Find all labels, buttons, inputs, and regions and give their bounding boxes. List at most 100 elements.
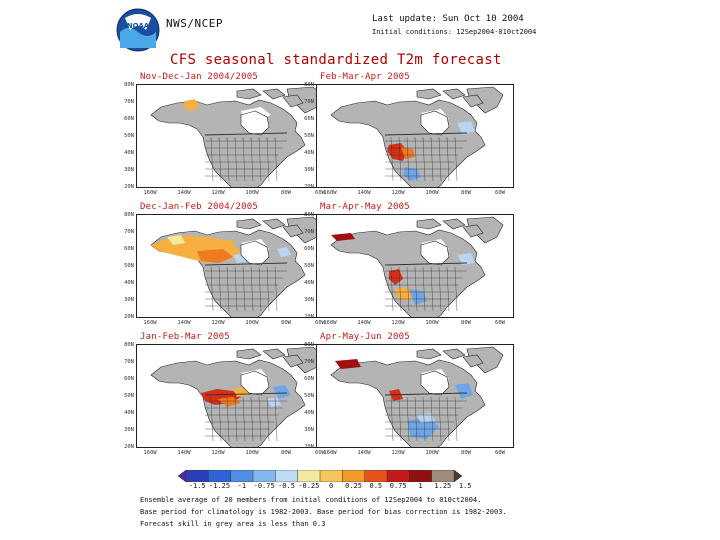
arctic-island [236,348,262,360]
colorbar-tick-label: -0.75 [253,482,275,490]
longitude-label: 140W [177,450,191,456]
state-boundary [422,396,426,442]
colorbar-segment [178,470,187,482]
longitude-label: 100W [425,320,439,326]
longitude-label: 140W [357,320,371,326]
state-boundary [274,136,278,182]
anomaly-region [183,99,199,111]
state-boundary [258,266,262,312]
colorbar-tick-label: 0 [329,482,334,490]
state-boundary [422,136,426,182]
latitude-label: 40N [304,280,314,286]
arctic-island [442,88,466,100]
hudson-bay [420,370,450,396]
hudson-bay [420,110,450,136]
longitude-label: 140W [357,190,371,196]
latitude-label: 30N [304,427,314,433]
latitude-label: 80N [304,212,314,218]
anomaly-region [197,249,233,263]
colorbar-segment [386,470,411,482]
longitude-label: 160W [143,190,157,196]
longitude-label: 100W [425,190,439,196]
north-america-map [330,346,504,447]
latitude-label: 20N [304,314,314,320]
state-boundary [250,396,254,442]
north-america-map [150,86,324,187]
state-boundary [446,136,450,182]
state-boundary [398,136,402,182]
anomaly-region [455,383,473,399]
arctic-island [282,224,304,238]
anomaly-region [267,397,281,407]
map-frame [316,84,514,188]
state-boundary [234,396,238,442]
state-boundary [430,266,434,312]
longitude-label: 160W [143,320,157,326]
latitude-label: 60N [124,376,134,382]
longitude-label: 120W [211,450,225,456]
longitude-label: 120W [391,320,405,326]
state-boundary [274,266,278,312]
longitude-axis: 160W 140W 120W 100W 80W 60W [316,450,514,458]
map-panel: Jan-Feb-Mar 2005 80N 70N 60N 50N 40N 30N 20N 160… [124,332,334,462]
boundary-lines [204,392,288,442]
state-boundary [430,396,434,442]
us-canada-border [384,392,468,396]
land-mass [330,229,486,317]
latitude-label: 20N [304,444,314,450]
state-boundary [218,396,222,442]
colorbar-tick-label: -0.25 [298,482,320,490]
panel-title: Dec-Jan-Feb 2004/2005 [140,202,258,212]
map-panel: Mar-Apr-May 2005 80N 70N 60N 50N 40N 30N 20N 160… [304,202,514,332]
anomaly-region [409,289,427,305]
longitude-label: 160W [323,320,337,326]
longitude-label: 80W [461,320,471,326]
latitude-label: 20N [304,184,314,190]
longitude-label: 160W [323,190,337,196]
noaa-logo-text: NOAA [127,22,150,30]
colorbar-tick-label: -0.5 [278,482,295,490]
state-boundary [422,266,426,312]
latitude-label: 60N [304,246,314,252]
latitude-label: 20N [124,184,134,190]
latitude-label: 70N [304,359,314,365]
state-boundary [390,396,394,442]
latitude-label: 40N [304,410,314,416]
latitude-label: 40N [124,280,134,286]
latitude-label: 50N [124,263,134,269]
latitude-label: 70N [304,99,314,105]
longitude-axis: 160W 140W 120W 100W 80W 60W [316,190,514,198]
us-canada-border [204,132,288,136]
longitude-label: 120W [391,450,405,456]
latitude-label: 40N [304,150,314,156]
longitude-label: 140W [177,190,191,196]
longitude-label: 80W [281,320,291,326]
latitude-label: 60N [304,376,314,382]
north-america-map [330,216,504,317]
north-america-map [330,86,504,187]
state-boundary [218,136,222,182]
arctic-island [236,218,262,230]
us-canada-border [204,392,288,396]
anomaly-region [417,413,435,423]
state-boundary [438,396,442,442]
colorbar-tick-label: -1.5 [188,482,206,490]
colorbar-tick-label: 0.75 [389,482,407,490]
arctic-island [282,354,304,368]
map-frame [136,84,334,188]
anomaly-region [277,247,291,257]
anomaly-region [335,359,361,369]
panel-title: Mar-Apr-May 2005 [320,202,410,212]
map-panel: Nov-Dec-Jan 2004/2005 80N 70N 60N 50N 40N 30N 2… [124,72,334,202]
us-canada-border [384,132,468,136]
state-boundary [218,266,222,312]
longitude-label: 80W [281,190,291,196]
longitude-label: 120W [211,190,225,196]
colorbar-segment [453,470,462,482]
state-boundary [250,136,254,182]
state-boundary [398,396,402,442]
longitude-label: 120W [391,190,405,196]
boundary-lines [384,262,468,312]
longitude-label: 60W [495,450,505,456]
latitude-label: 80N [304,82,314,88]
